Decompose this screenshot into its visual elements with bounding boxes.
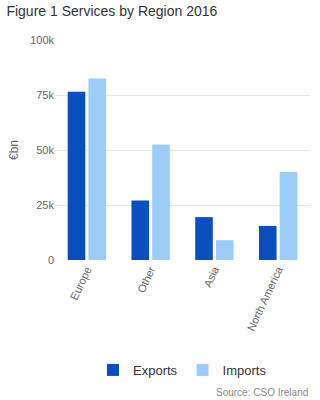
svg-text:Figure 1 Services by Region 20: Figure 1 Services by Region 2016 xyxy=(6,3,217,19)
svg-text:North America: North America xyxy=(245,264,286,333)
svg-text:0: 0 xyxy=(48,254,54,266)
svg-text:Other: Other xyxy=(135,264,158,294)
svg-text:100k: 100k xyxy=(30,34,54,46)
svg-text:50k: 50k xyxy=(36,144,54,156)
svg-text:€bn: €bn xyxy=(7,140,21,160)
svg-text:Europe: Europe xyxy=(68,265,94,302)
svg-text:Exports: Exports xyxy=(133,363,178,378)
svg-text:25k: 25k xyxy=(36,199,54,211)
svg-text:Asia: Asia xyxy=(201,264,221,289)
svg-text:Imports: Imports xyxy=(223,363,267,378)
svg-text:75k: 75k xyxy=(36,89,54,101)
svg-text:Source: CSO Ireland: Source: CSO Ireland xyxy=(216,387,308,398)
